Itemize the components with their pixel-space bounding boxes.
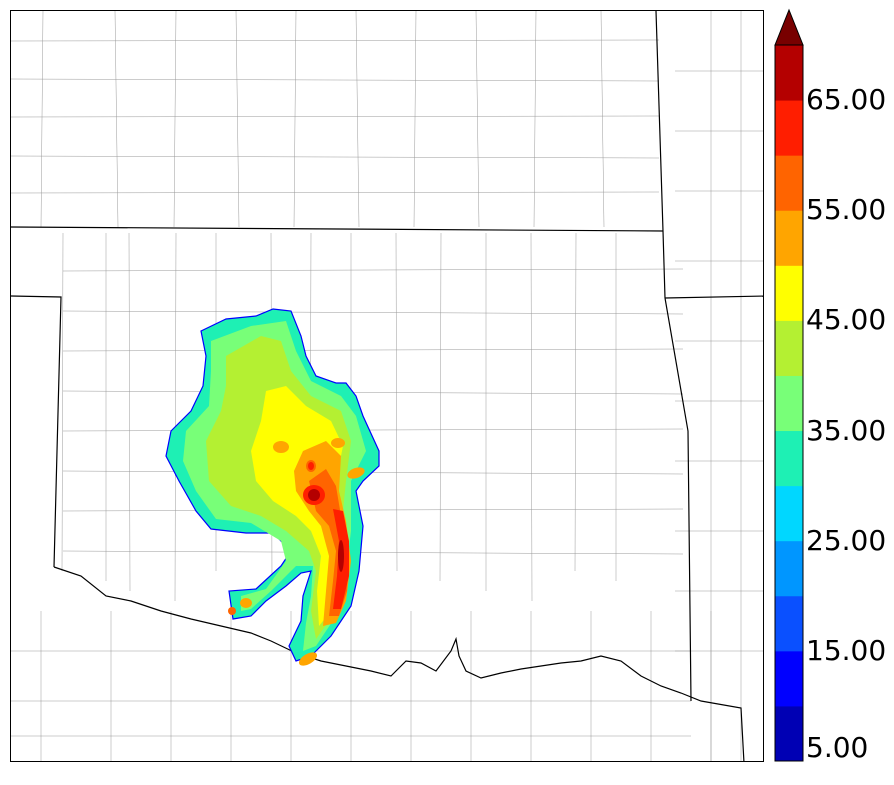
county-boundaries	[11, 11, 763, 761]
colorbar-outline	[774, 44, 804, 762]
map-canvas	[11, 11, 763, 761]
county-line	[11, 39, 660, 42]
county-line	[62, 348, 684, 352]
county-line	[62, 508, 684, 512]
colorbar-extend-arrow	[774, 8, 804, 46]
county-line	[11, 191, 660, 194]
colorbar-tick-label: 55.00	[806, 193, 887, 227]
colorbar-tick-label: 45.00	[806, 303, 887, 337]
county-line	[530, 232, 533, 602]
county-line	[62, 310, 684, 315]
precipitation-field	[165, 308, 380, 666]
colorbar-band	[775, 100, 803, 156]
colorbar-band	[775, 595, 803, 652]
kansas-oklahoma-border	[11, 226, 664, 232]
county-line	[413, 11, 417, 228]
colorbar-band	[775, 485, 803, 542]
county-line	[173, 11, 177, 228]
county-line	[574, 232, 577, 572]
rain-cell-65	[338, 540, 344, 572]
county-line	[128, 232, 131, 592]
county-line	[62, 470, 684, 475]
colorbar-tick-label: 5.00	[806, 731, 869, 764]
colorbar-band	[775, 45, 803, 101]
county-line	[533, 11, 537, 228]
county-line	[174, 232, 177, 602]
colorbar-band	[775, 320, 803, 376]
county-line	[475, 11, 480, 228]
red-river-border	[53, 566, 745, 761]
county-line	[355, 11, 360, 228]
missouri-arkansas-border	[664, 295, 763, 299]
county-line	[395, 232, 398, 572]
colorbar-band	[775, 210, 803, 266]
colorbar-tick-label: 35.00	[806, 413, 887, 447]
rain-cell-60	[308, 462, 314, 470]
county-line	[439, 232, 442, 582]
colorbar-tick-label: 15.00	[806, 633, 887, 667]
colorbar-band	[775, 705, 803, 762]
county-line	[62, 390, 684, 395]
county-line	[11, 155, 660, 159]
county-line	[62, 268, 684, 272]
rain-cell-50	[331, 438, 345, 448]
county-line	[114, 11, 119, 228]
map-panel	[10, 10, 764, 762]
rain-cell-50	[273, 441, 289, 453]
rain-cell-55	[228, 607, 236, 615]
county-line	[62, 550, 684, 555]
colorbar-band	[775, 155, 803, 211]
state-boundaries	[11, 11, 763, 761]
colorbar-band	[775, 375, 803, 432]
panhandle-texas-border	[11, 295, 62, 568]
colorbar-band	[775, 650, 803, 707]
rain-cell-50	[240, 598, 252, 608]
county-line	[235, 11, 240, 228]
colorbar-tick-label: 65.00	[806, 83, 887, 117]
colorbar-tick-label: 25.00	[806, 523, 887, 557]
colorbar-bands	[775, 45, 803, 762]
oklahoma-arkansas-border	[664, 297, 692, 702]
colorbar-band	[775, 265, 803, 321]
rain-cell-65	[308, 489, 320, 501]
rain-cell-50	[347, 467, 365, 479]
colorbar-band	[775, 430, 803, 487]
kansas-missouri-border	[655, 11, 666, 299]
county-line	[11, 115, 660, 118]
county-line	[40, 11, 44, 228]
rain-cell-50	[298, 652, 318, 666]
colorbar-band	[775, 540, 803, 597]
county-line	[11, 78, 660, 82]
county-line	[62, 428, 684, 432]
county-line	[293, 11, 297, 228]
county-line	[600, 11, 605, 228]
county-line	[61, 232, 64, 572]
